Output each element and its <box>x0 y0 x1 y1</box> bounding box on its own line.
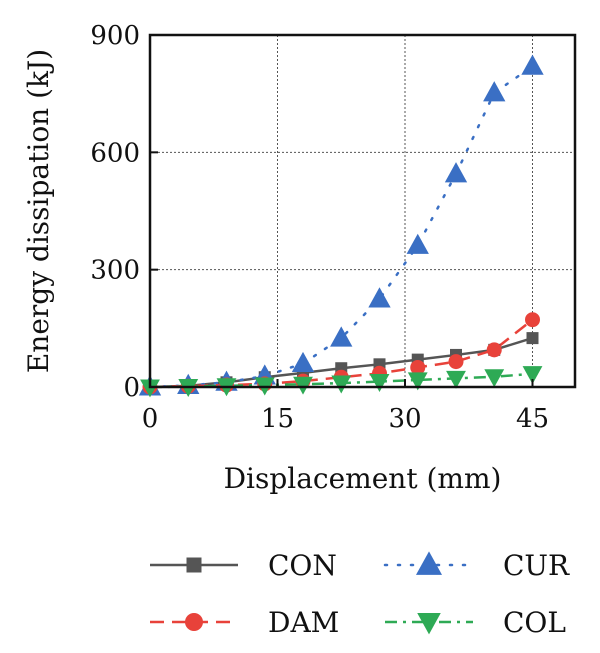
x-tick-label: 45 <box>516 404 549 434</box>
x-tick-label: 30 <box>388 404 421 434</box>
x-tick-label: 15 <box>261 404 294 434</box>
y-tick-label: 300 <box>90 256 140 286</box>
legend-item-con: CON <box>150 549 337 582</box>
data-point-dam <box>448 354 464 370</box>
x-axis-title: Displacement (mm) <box>224 462 502 495</box>
legend-item-cur: CUR <box>383 549 570 582</box>
data-point-dam <box>525 312 540 328</box>
data-point-dam <box>486 342 502 358</box>
data-point-col <box>331 375 352 394</box>
legend: CON CUR DAM COL <box>150 549 570 639</box>
legend-label-cur: CUR <box>503 549 570 582</box>
y-axis-title: Energy dissipation (kJ) <box>22 49 55 373</box>
y-tick-label: 900 <box>90 21 140 51</box>
data-point-col <box>446 370 466 389</box>
data-point-con <box>526 332 539 345</box>
axis-ticks <box>149 34 534 388</box>
data-point-dam <box>410 359 426 375</box>
data-point-cur <box>368 287 391 308</box>
data-point-col <box>407 372 428 391</box>
legend-marker-col <box>417 613 441 635</box>
data-point-cur <box>483 81 506 102</box>
legend-label-col: COL <box>503 606 566 639</box>
data-point-col <box>484 369 505 388</box>
series-markers <box>138 54 544 398</box>
legend-item-dam: DAM <box>150 606 339 639</box>
legend-item-col: COL <box>385 606 566 639</box>
series-line-cur <box>148 65 534 389</box>
data-point-col <box>140 379 160 398</box>
x-tick-label: 0 <box>142 404 159 434</box>
legend-marker-con <box>186 557 202 573</box>
legend-label-dam: DAM <box>268 606 339 639</box>
series-line-dam <box>149 318 534 389</box>
plot-frame <box>148 33 577 389</box>
tick-labels: 0 15 30 45 0 300 600 900 <box>90 21 549 434</box>
legend-marker-cur <box>415 551 443 575</box>
data-point-cur <box>330 326 353 347</box>
y-tick-label: 0 <box>123 373 140 403</box>
data-point-cur <box>444 162 468 183</box>
data-point-col <box>369 373 390 392</box>
data-point-cur <box>521 54 544 75</box>
legend-marker-dam <box>185 613 203 631</box>
data-point-col <box>522 366 543 385</box>
y-tick-label: 600 <box>90 138 140 168</box>
legend-label-con: CON <box>268 549 337 582</box>
grid-lines <box>150 35 575 387</box>
data-point-col <box>293 376 313 395</box>
data-point-cur <box>406 233 429 254</box>
data-point-cur <box>291 351 315 373</box>
